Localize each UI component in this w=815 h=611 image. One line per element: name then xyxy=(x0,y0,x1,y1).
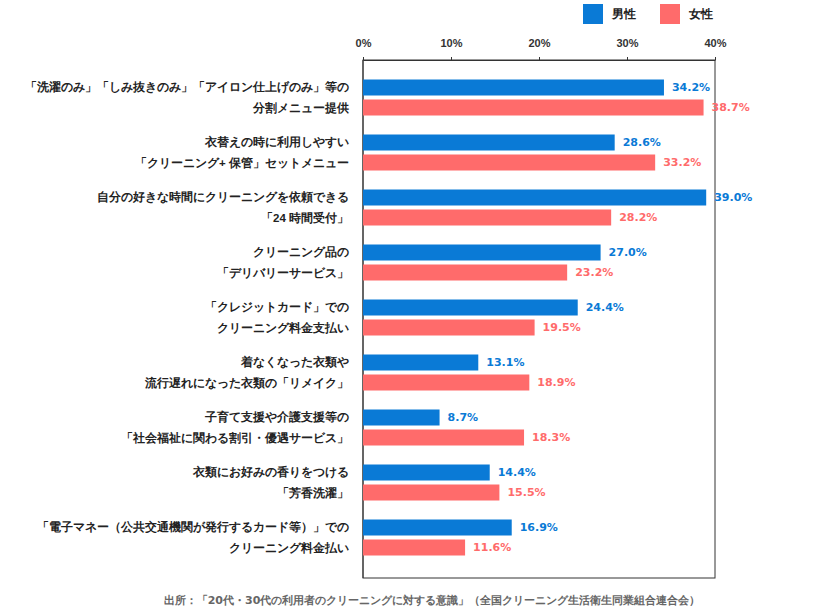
data-label: 19.5% xyxy=(543,321,581,334)
data-label: 38.7% xyxy=(712,101,750,114)
data-label: 24.4% xyxy=(586,301,624,314)
data-label: 28.2% xyxy=(619,211,657,224)
x-tick-label: 40% xyxy=(704,37,726,49)
x-tick-label: 10% xyxy=(440,37,462,49)
x-tick-label: 30% xyxy=(616,37,638,49)
bar xyxy=(363,540,465,556)
y-tick: 衣替えの時に利用しやすい「クリーニング+ 保管」セットメニュー xyxy=(135,135,363,169)
bar xyxy=(363,245,601,261)
x-tick: 40% xyxy=(704,37,726,60)
category-label: 子育て支援や介護支援等の「社会福祉に関わる割引・優遇サービス」 xyxy=(121,410,349,445)
bar xyxy=(363,265,567,281)
x-axis-line xyxy=(364,60,716,61)
bar xyxy=(363,190,706,206)
category-label: 衣類にお好みの香りをつける「芳香洗濯」 xyxy=(192,465,349,499)
bar xyxy=(363,465,490,481)
bar xyxy=(363,375,529,391)
category-label: 「洗濯のみ」「しみ抜きのみ」「アイロン仕上げのみ」等の分割メニュー提供 xyxy=(25,80,349,115)
category-label: 「電子マネー（公共交通機関が発行するカード等）」でのクリーニング料金払い xyxy=(37,520,349,554)
y-tick: 「電子マネー（公共交通機関が発行するカード等）」でのクリーニング料金払い xyxy=(37,520,363,554)
x-tick-mark xyxy=(715,57,716,60)
plot-frame xyxy=(363,60,715,578)
x-tick: 20% xyxy=(528,37,550,60)
category-label: 自分の好きな時間にクリーニングを依頼できる「24 時間受付」 xyxy=(97,190,349,224)
legend-swatch xyxy=(583,4,603,24)
data-label: 13.1% xyxy=(486,356,524,369)
category-label: 「クレジットカード」でのクリーニング料金支払い xyxy=(205,301,349,334)
data-label: 8.7% xyxy=(448,411,479,424)
data-label: 18.3% xyxy=(532,431,570,444)
y-tick: 子育て支援や介護支援等の「社会福祉に関わる割引・優遇サービス」 xyxy=(121,410,363,445)
data-label: 39.0% xyxy=(714,191,752,204)
bar xyxy=(363,320,535,336)
x-tick: 10% xyxy=(440,37,462,60)
bar xyxy=(363,135,615,151)
data-label: 33.2% xyxy=(663,156,701,169)
x-tick-label: 20% xyxy=(528,37,550,49)
data-label: 18.9% xyxy=(537,376,575,389)
y-axis: 「洗濯のみ」「しみ抜きのみ」「アイロン仕上げのみ」等の分割メニュー提供衣替えの時… xyxy=(25,60,363,578)
x-tick: 30% xyxy=(616,37,638,60)
data-label: 15.5% xyxy=(507,486,545,499)
y-tick: 「洗濯のみ」「しみ抜きのみ」「アイロン仕上げのみ」等の分割メニュー提供 xyxy=(25,80,363,115)
legend-swatch xyxy=(660,4,680,24)
x-tick-mark xyxy=(451,57,452,60)
data-label: 34.2% xyxy=(672,81,710,94)
bar xyxy=(363,355,478,371)
bar xyxy=(363,410,440,426)
y-tick: 自分の好きな時間にクリーニングを依頼できる「24 時間受付」 xyxy=(97,190,363,224)
data-label: 16.9% xyxy=(520,521,558,534)
bar xyxy=(363,300,578,316)
x-tick-mark xyxy=(363,57,364,60)
bar xyxy=(363,210,611,226)
data-label: 23.2% xyxy=(575,266,613,279)
x-axis: 0% 10% 20% 30% 40% xyxy=(356,37,727,60)
bar xyxy=(363,520,512,536)
bar xyxy=(363,485,499,501)
legend-label: 男性 xyxy=(611,7,636,21)
chart: 0% 10% 20% 30% 40% 「洗濯のみ」「しみ抜きのみ」「アイロン仕上げのみ」等… xyxy=(0,0,815,611)
x-tick-label: 0% xyxy=(356,37,372,49)
data-label: 27.0% xyxy=(609,246,647,259)
data-labels: 34.2% 28.6% 39.0% 27.0% 24.4% 13.1% 8.7% 14.4% 1… xyxy=(448,81,753,554)
bar xyxy=(363,80,664,96)
y-tick: 着なくなった衣類や流行遅れになった衣類の「リメイク」 xyxy=(144,355,363,390)
data-label: 14.4% xyxy=(498,466,536,479)
y-tick: 「クレジットカード」でのクリーニング料金支払い xyxy=(205,301,363,334)
x-tick-mark xyxy=(627,57,628,60)
category-label: 着なくなった衣類や流行遅れになった衣類の「リメイク」 xyxy=(144,355,349,390)
bars xyxy=(363,80,706,556)
source-note: 出所：「20代・30代の利用者のクリーニングに対する意識」（全国クリーニング生活… xyxy=(164,594,701,607)
legend: 男性 女性 xyxy=(583,4,713,24)
category-label: クリーニング品の「デリバリーサービス」 xyxy=(217,246,349,280)
data-label: 28.6% xyxy=(623,136,661,149)
x-tick-mark xyxy=(539,57,540,60)
bar xyxy=(363,155,655,171)
x-tick: 0% xyxy=(356,37,372,60)
data-label: 11.6% xyxy=(473,541,511,554)
legend-label: 女性 xyxy=(688,7,713,21)
bar xyxy=(363,430,524,446)
category-label: 衣替えの時に利用しやすい「クリーニング+ 保管」セットメニュー xyxy=(135,135,349,169)
y-tick: 衣類にお好みの香りをつける「芳香洗濯」 xyxy=(192,465,363,499)
bar xyxy=(363,100,704,116)
y-tick: クリーニング品の「デリバリーサービス」 xyxy=(217,246,363,280)
